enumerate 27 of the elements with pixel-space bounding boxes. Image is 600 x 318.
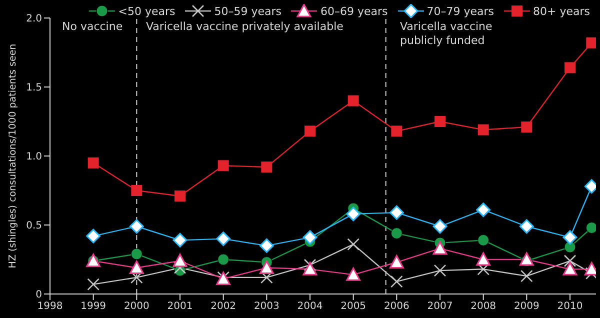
x-tick-label: 2005 (340, 301, 366, 312)
y-tick-label: 1.5 (26, 82, 42, 94)
legend-label: 70–79 years (426, 4, 494, 18)
legend-label: 60–69 years (320, 4, 388, 18)
annotation: Varicella vaccine publicly funded (400, 20, 494, 48)
y-axis-title: HZ (shingles) consultations/1000 patients seen (7, 44, 18, 268)
annotation: No vaccine (62, 20, 123, 34)
annotation: Varicella vaccine privately available (146, 20, 344, 34)
x-tick-label: 1999 (80, 301, 106, 312)
legend-label: <50 years (118, 4, 176, 18)
x-tick-label: 2000 (124, 301, 150, 312)
x-tick-label: 2010 (557, 301, 583, 312)
x-tick-label: 2007 (427, 301, 453, 312)
x-tick-label: 2001 (167, 301, 193, 312)
y-tick-label: 1.0 (26, 152, 42, 163)
x-tick-label: 2006 (384, 301, 410, 312)
y-tick-label: 0.5 (26, 220, 42, 232)
y-tick-label: 2.0 (26, 14, 42, 25)
x-tick-label: 2003 (254, 301, 280, 312)
legend-label: 50–59 years (214, 4, 282, 18)
x-tick-label: 2009 (514, 301, 540, 312)
legend-label: 80+ years (533, 4, 590, 18)
x-tick-label: 2008 (470, 301, 496, 312)
x-tick-label: 2002 (210, 301, 236, 312)
x-tick-label: 1998 (37, 301, 63, 312)
y-tick-label: 0 (36, 290, 42, 301)
x-tick-label: 2004 (297, 301, 323, 312)
